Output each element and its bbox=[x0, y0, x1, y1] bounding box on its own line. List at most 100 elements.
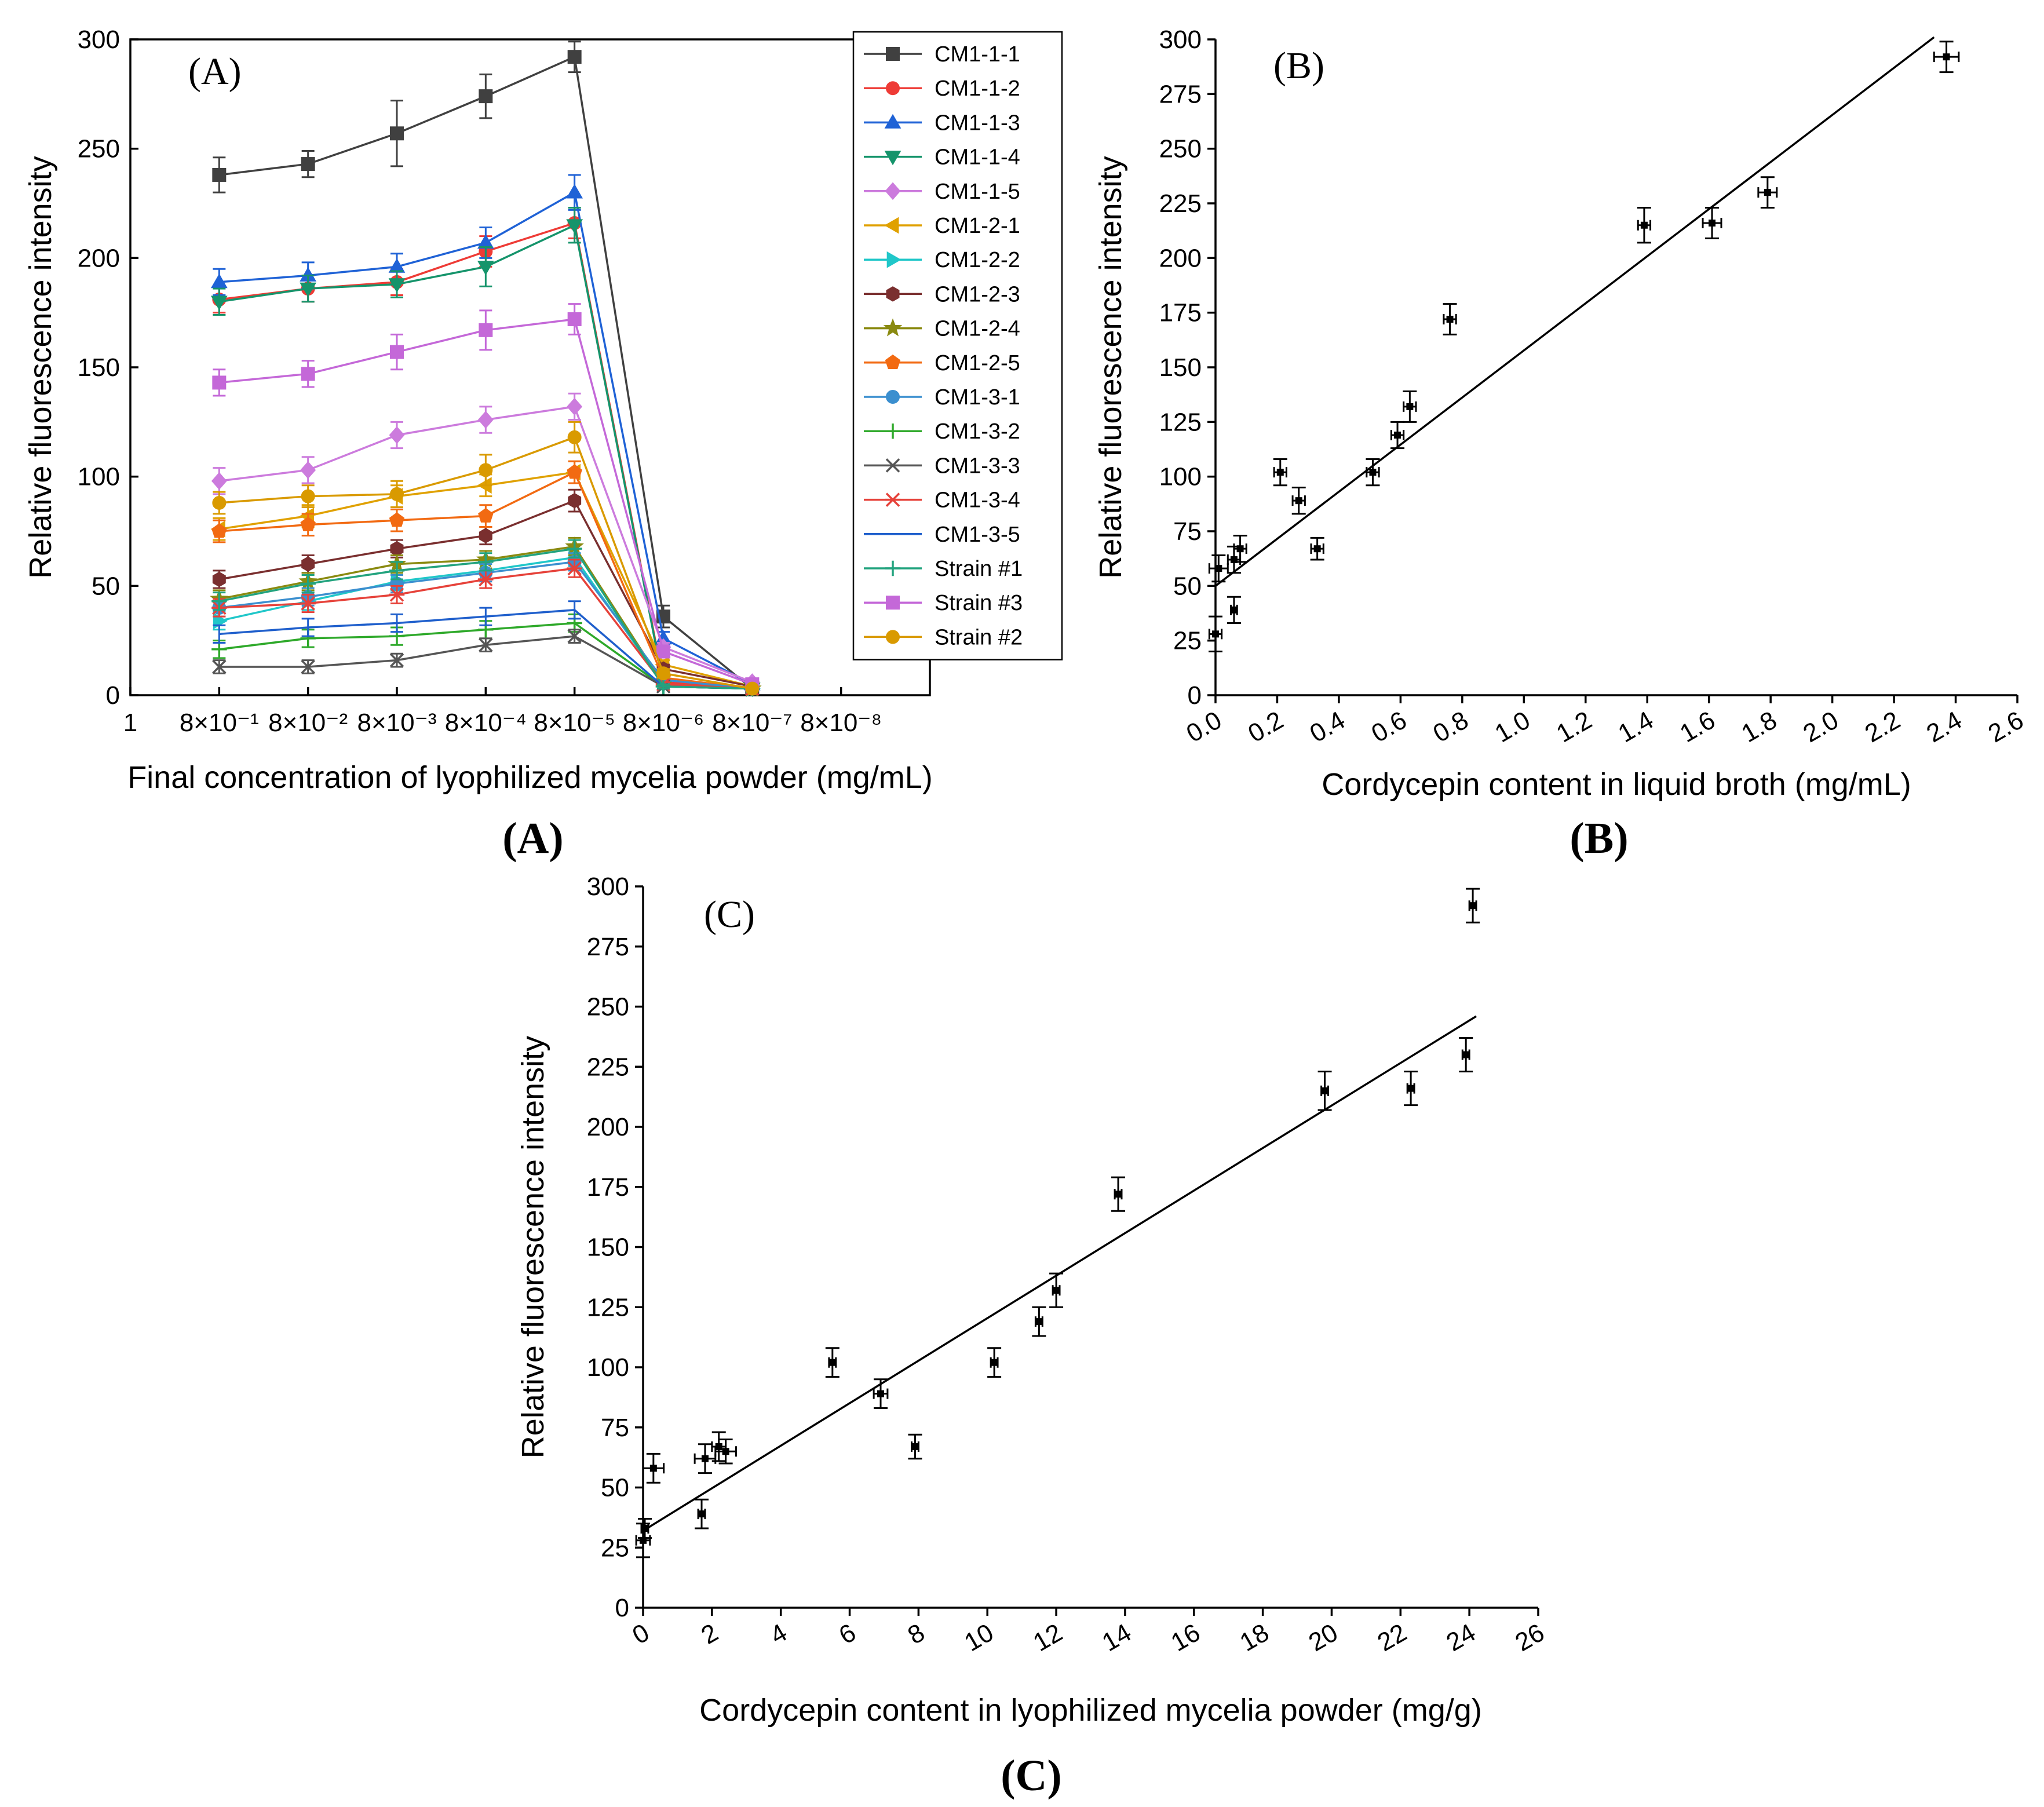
data-point bbox=[655, 678, 671, 695]
data-point bbox=[567, 312, 582, 326]
legend-label: CM1-3-5 bbox=[935, 523, 1020, 547]
legend-entry: CM1-2-3 bbox=[864, 282, 1020, 306]
x-tick-label: 1.0 bbox=[1490, 706, 1535, 748]
legend-marker bbox=[885, 424, 901, 439]
y-tick-label: 300 bbox=[587, 873, 629, 901]
legend-label: Strain #1 bbox=[935, 557, 1023, 581]
data-point bbox=[1366, 458, 1380, 487]
point-marker bbox=[1407, 1085, 1415, 1092]
y-tick-label: 125 bbox=[1159, 408, 1202, 436]
data-point bbox=[656, 666, 670, 681]
y-tick-label: 250 bbox=[1159, 135, 1202, 163]
data-point bbox=[1310, 536, 1324, 561]
legend-entry: CM1-3-4 bbox=[864, 488, 1020, 513]
y-tick-label: 225 bbox=[1159, 189, 1202, 218]
data-point bbox=[1049, 1272, 1064, 1308]
legend-entry: CM1-1-2 bbox=[864, 76, 1020, 101]
data-point bbox=[479, 463, 493, 477]
point-marker bbox=[991, 1359, 998, 1366]
data-point bbox=[389, 653, 404, 667]
point-marker bbox=[1035, 1318, 1043, 1326]
legend-marker bbox=[886, 630, 900, 644]
legend-marker bbox=[886, 251, 901, 268]
data-point bbox=[567, 541, 582, 557]
point-marker bbox=[641, 1525, 648, 1532]
panel-a: 0 50 100 150 200 250 300 1 8×10⁻¹ 8×10⁻² 8×10⁻³ 8×1… bbox=[23, 25, 1063, 863]
x-tick-label: 16 bbox=[1166, 1618, 1205, 1657]
y-tick-label: 100 bbox=[78, 463, 120, 491]
legend-marker bbox=[886, 47, 900, 61]
data-point bbox=[301, 659, 315, 674]
legend-entry: Strain #2 bbox=[864, 625, 1023, 649]
data-point bbox=[873, 1378, 889, 1410]
point-marker bbox=[1313, 545, 1321, 553]
point-marker bbox=[715, 1443, 722, 1450]
legend-marker bbox=[886, 596, 900, 610]
series-Strain #1 bbox=[211, 539, 760, 696]
fit-line bbox=[1214, 36, 1935, 587]
legend-entry: CM1-1-3 bbox=[864, 111, 1020, 135]
data-point bbox=[212, 167, 227, 182]
y-tick-label: 150 bbox=[78, 353, 120, 382]
legend-label: CM1-1-3 bbox=[935, 111, 1020, 135]
legend-label: CM1-2-5 bbox=[935, 351, 1020, 375]
x-tick-label: 4 bbox=[765, 1618, 792, 1650]
point-marker bbox=[1640, 221, 1648, 229]
y-tick-label: 0 bbox=[1188, 681, 1202, 710]
point-marker bbox=[1295, 497, 1302, 505]
data-point bbox=[825, 1347, 840, 1378]
plot-frame-a bbox=[129, 38, 931, 696]
point-marker bbox=[1053, 1287, 1060, 1294]
error-bar bbox=[301, 618, 315, 637]
data-point bbox=[1933, 41, 1960, 74]
data-point bbox=[479, 637, 493, 652]
panel-b: 0 25 50 75 100 125 150 175 200 225 250 275 300 0.0 0.2… bbox=[1093, 25, 2028, 863]
legend-entry: CM1-3-2 bbox=[864, 419, 1020, 444]
point-marker bbox=[1215, 565, 1222, 572]
y-tick-label: 250 bbox=[587, 993, 629, 1021]
x-tick-label: 0 bbox=[627, 1618, 654, 1650]
y-axis-title: Relative fluorescence intensity bbox=[516, 1036, 550, 1458]
data-point bbox=[211, 641, 227, 657]
legend-label: CM1-3-4 bbox=[935, 488, 1020, 513]
x-tick-label: 6 bbox=[834, 1618, 861, 1650]
legend-entry: CM1-3-3 bbox=[864, 454, 1020, 478]
series-Strain #3 bbox=[212, 303, 760, 692]
x-tick-label: 0.6 bbox=[1367, 706, 1411, 748]
x-axis-title: Final concentration of lyophilized mycel… bbox=[127, 760, 933, 795]
legend-frame bbox=[852, 31, 1063, 660]
legend-marker bbox=[885, 492, 901, 507]
legend-label: CM1-1-4 bbox=[935, 145, 1020, 170]
data-point bbox=[567, 50, 582, 64]
legend-label: Strain #2 bbox=[935, 625, 1023, 649]
data-point bbox=[637, 1517, 652, 1539]
data-point bbox=[212, 495, 227, 510]
y-tick-label: 225 bbox=[587, 1053, 629, 1081]
data-point bbox=[1403, 390, 1417, 423]
legend-marker bbox=[886, 390, 900, 404]
legend-entry: CM1-1-4 bbox=[864, 145, 1020, 170]
x-tick-label: 2.4 bbox=[1922, 706, 1966, 748]
data-point bbox=[389, 563, 405, 579]
data-point bbox=[1291, 487, 1306, 515]
data-point bbox=[1459, 1036, 1473, 1073]
data-point bbox=[1404, 1071, 1418, 1107]
point-marker bbox=[1212, 630, 1219, 638]
data-point bbox=[477, 261, 494, 276]
x-tick-label: 2.2 bbox=[1860, 706, 1905, 748]
x-tick-label: 14 bbox=[1097, 1618, 1136, 1657]
legend-entry: Strain #3 bbox=[864, 591, 1023, 615]
x-tick-label: 22 bbox=[1373, 1618, 1411, 1657]
y-tick-label: 0 bbox=[615, 1594, 629, 1622]
legend-label: CM1-1-1 bbox=[935, 42, 1020, 67]
y-tick-label: 50 bbox=[1173, 572, 1202, 600]
point-marker bbox=[698, 1510, 706, 1518]
point-marker bbox=[1321, 1087, 1328, 1094]
y-tick-label: 100 bbox=[1159, 463, 1202, 491]
data-point bbox=[567, 430, 582, 444]
legend-entry: CM1-1-5 bbox=[864, 180, 1020, 204]
data-point bbox=[301, 489, 315, 503]
x-tick-label: 26 bbox=[1510, 1618, 1549, 1657]
y-tick-label: 25 bbox=[601, 1534, 629, 1562]
